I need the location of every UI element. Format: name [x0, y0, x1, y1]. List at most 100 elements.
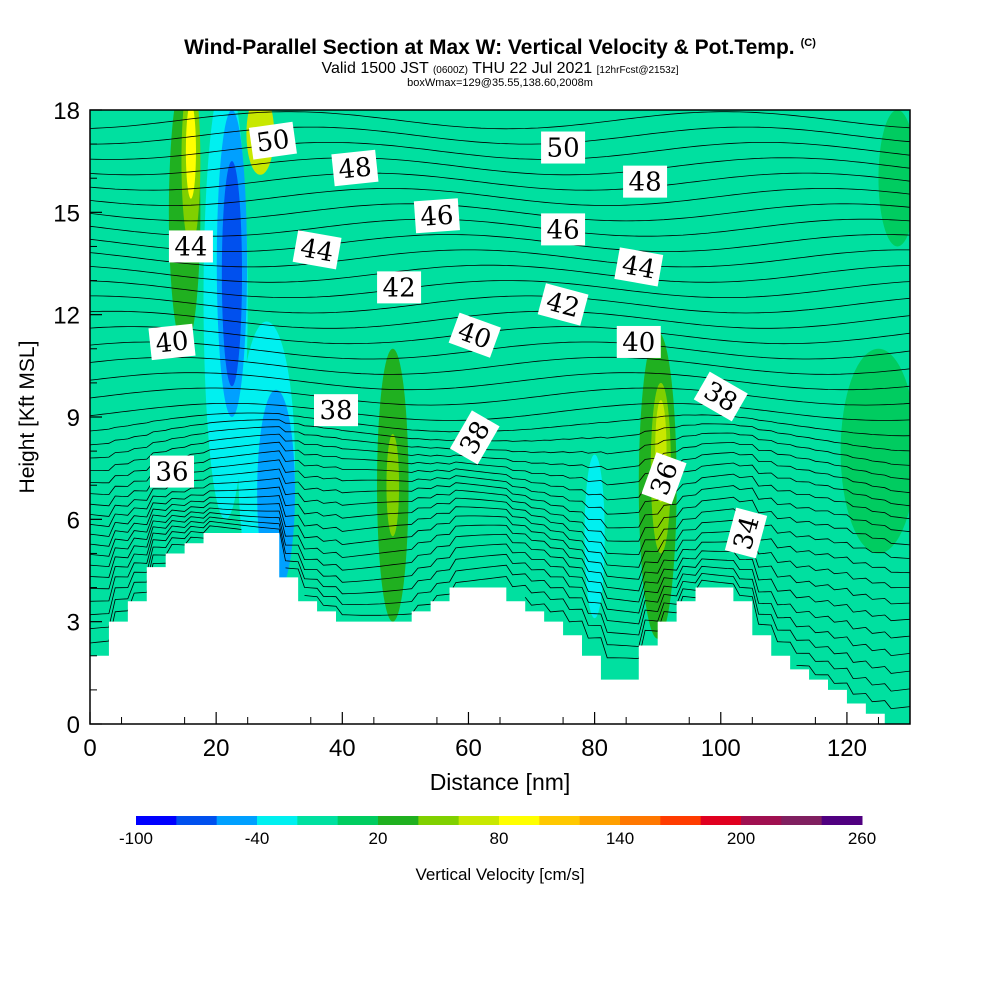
colorbar-bin [539, 816, 581, 825]
colorbar-bin [499, 816, 540, 825]
isentrope-line [90, 520, 910, 657]
isentrope-line [90, 426, 910, 466]
pot-temp-label-box [314, 394, 358, 427]
colorbar-bin [418, 816, 460, 825]
pot-temp-label: 34 [724, 507, 768, 559]
pot-temp-label-text: 46 [419, 201, 454, 233]
colorbar-bin [297, 816, 339, 825]
pot-temp-label: 42 [377, 271, 422, 304]
isentrope-line [90, 126, 910, 145]
pot-temp-label-text: 50 [547, 134, 580, 164]
isentrope-line [90, 372, 910, 391]
pot-temp-label: 50 [248, 121, 297, 160]
x-axis: 0 20 40 60 80 100 120 [83, 712, 879, 762]
pot-temp-label-box [377, 271, 422, 304]
pot-temp-label: 36 [150, 455, 194, 488]
isentrope-line [90, 188, 910, 206]
isentrope-line [90, 441, 910, 494]
chart-box-info: boxWmax=129@35.55,138.60,2008m [407, 77, 593, 89]
isentrope-line [90, 433, 910, 480]
colorbar-tick-label: -100 [119, 829, 153, 848]
isentrope-line [90, 562, 910, 710]
pot-temp-label-box [448, 312, 501, 358]
pot-temp-label-box [168, 230, 213, 263]
pot-temp-label-box [541, 213, 586, 246]
velocity-fill-layer [168, 110, 910, 639]
chart-title: Wind-Parallel Section at Max W: Vertical… [0, 36, 1000, 60]
pot-temp-label-box [623, 165, 668, 198]
isentrope-line [90, 264, 910, 283]
colorbar-bin [176, 816, 218, 825]
x-tick-label: 80 [581, 735, 608, 762]
pot-temp-label-text: 48 [629, 168, 662, 198]
x-tick-label: 20 [203, 735, 230, 762]
pot-temp-label: 40 [616, 325, 661, 358]
chart-title-main: Wind-Parallel Section at Max W: Vertical… [184, 36, 795, 59]
y-tick-label: 15 [53, 200, 80, 227]
pot-temp-label: 44 [614, 247, 664, 287]
x-tick-label: 40 [329, 735, 356, 762]
colorbar-tick-label: -40 [245, 829, 270, 848]
isentrope-line [90, 507, 910, 605]
subtitle-valid: Valid 1500 JST [321, 60, 429, 77]
isentrope-line [90, 459, 910, 520]
isentrope-line [90, 111, 910, 130]
pot-temp-label-box [150, 455, 194, 488]
isentrope-line [90, 419, 910, 452]
colorbar-bin [700, 816, 742, 825]
colorbar-bin [781, 816, 823, 825]
colorbar: -100 -40 20 80 140 200 260 [119, 816, 876, 848]
pot-temp-label-text: 44 [298, 233, 336, 268]
isentrope-line [90, 486, 910, 559]
colorbar-bin [660, 816, 702, 825]
y-tick-label: 18 [53, 98, 80, 125]
pot-temp-label-box [641, 452, 687, 505]
subtitle-fcst: [12hrFcst@2153z] [596, 65, 679, 76]
isentrope-line [90, 341, 910, 360]
pot-temp-label-text: 36 [155, 458, 188, 488]
chart-title-suffix: (C) [800, 37, 816, 49]
pot-temp-label-box [248, 121, 297, 160]
isentrope-line [90, 403, 910, 421]
pot-temp-label: 40 [148, 323, 196, 361]
isentrope-line [90, 310, 910, 329]
isentrope-line [90, 295, 910, 314]
colorbar-bin [216, 816, 258, 825]
x-tick-label: 100 [701, 735, 741, 762]
pot-temp-label-box [413, 198, 460, 234]
terrain-mask [90, 532, 910, 724]
pot-temp-label: 46 [413, 198, 460, 234]
pot-temp-label: 44 [292, 230, 342, 270]
colorbar-tick-label: 140 [606, 829, 634, 848]
isentrope-line [90, 468, 910, 533]
pot-temp-label-text: 40 [622, 328, 655, 358]
velocity-region [878, 110, 910, 247]
x-axis-label: Distance [nm] [430, 769, 571, 795]
isentrope-line [90, 356, 910, 375]
isentrope-line [90, 516, 910, 639]
colorbar-bin [821, 816, 863, 825]
isentrope-line [90, 142, 910, 160]
pot-temp-label: 38 [314, 394, 358, 427]
pot-temp-label-box [449, 410, 500, 465]
colorbar-bin [579, 816, 621, 825]
isentrope-line [90, 157, 910, 176]
isentrope-line [90, 280, 910, 298]
pot-temp-label-text: 38 [319, 396, 352, 426]
pot-temp-label-box [541, 131, 586, 164]
y-tick-label: 9 [67, 405, 80, 432]
pot-temp-label-text: 48 [337, 152, 373, 185]
colorbar-bin [620, 816, 661, 825]
colorbar-label: Vertical Velocity [cm/s] [415, 865, 584, 884]
y-tick-label: 3 [67, 610, 80, 637]
y-tick-label: 0 [67, 712, 80, 739]
isentrope-line [90, 412, 910, 437]
y-tick-label: 12 [53, 303, 80, 330]
pot-temp-label-box [537, 283, 589, 326]
isentrope-line [90, 525, 910, 674]
isentrope-line [90, 512, 910, 622]
isentrope-line [90, 495, 910, 574]
x-tick-label: 60 [455, 735, 482, 762]
